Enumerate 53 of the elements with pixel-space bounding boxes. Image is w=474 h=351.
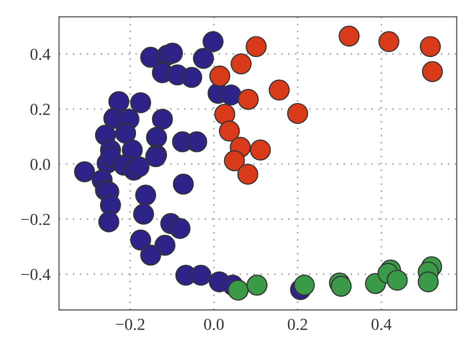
x-tick-label: 0.0 (204, 318, 224, 330)
point (246, 36, 267, 58)
point (209, 66, 230, 87)
y-tick-label: 0.4 (30, 48, 50, 60)
point (162, 42, 183, 64)
point (98, 211, 120, 232)
point (135, 184, 156, 206)
point (228, 280, 249, 301)
point (100, 194, 121, 216)
point (330, 276, 352, 297)
point (238, 88, 259, 110)
point (246, 274, 268, 296)
point (214, 104, 236, 125)
point (181, 66, 202, 88)
point (146, 126, 168, 148)
point (386, 270, 408, 291)
point (422, 61, 443, 82)
y-tick-label: −0.2 (21, 214, 50, 226)
point (130, 230, 152, 251)
point (74, 161, 96, 182)
point (220, 84, 242, 106)
point (250, 140, 271, 161)
point (237, 164, 258, 185)
point (202, 31, 224, 52)
point (169, 218, 190, 239)
y-tick-label: −0.4 (21, 268, 50, 280)
point (190, 264, 212, 286)
point (140, 244, 162, 266)
point (338, 26, 360, 47)
point (186, 131, 208, 152)
x-tick-label: 0.2 (288, 318, 308, 330)
point (133, 204, 154, 225)
point (152, 108, 173, 130)
point (154, 234, 176, 256)
x-tick-label: 0.4 (372, 318, 392, 330)
point (172, 174, 194, 195)
point (128, 156, 150, 178)
point (268, 80, 290, 101)
y-tick-label: 0.2 (30, 104, 50, 116)
point (294, 274, 315, 296)
point (418, 271, 439, 292)
point (230, 53, 252, 74)
point (378, 31, 400, 52)
point (218, 120, 240, 142)
point (115, 122, 136, 144)
point (130, 92, 152, 114)
point (224, 150, 245, 172)
x-tick-label: −0.2 (116, 318, 144, 330)
point (287, 102, 308, 124)
point (108, 91, 130, 112)
point (192, 48, 214, 69)
point (420, 36, 441, 58)
y-tick-label: 0.0 (30, 158, 50, 170)
